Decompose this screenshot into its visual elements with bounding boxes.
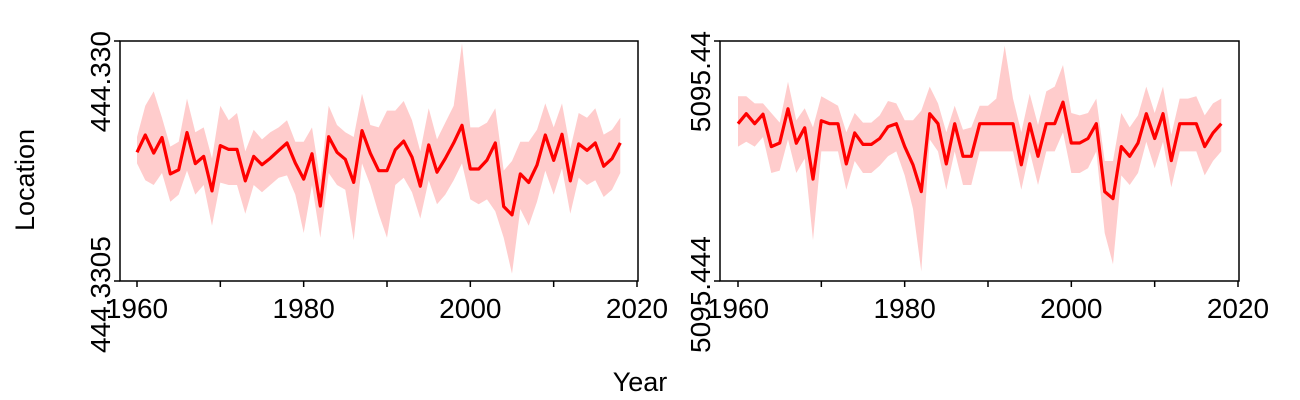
series-line (736, 100, 1223, 201)
x-tick-label: 1980 (273, 293, 335, 324)
y-tick-label: 444.3305 (85, 236, 116, 353)
y-axis-title: Location (10, 129, 40, 231)
x-tick-label: 1960 (707, 293, 769, 324)
x-tick-label: 1960 (106, 293, 168, 324)
y-tick-label: 444.330 (85, 31, 116, 132)
series-line (135, 123, 622, 217)
y-tick-label: 5095.44 (685, 31, 716, 132)
confidence-band (137, 43, 621, 274)
x-tick-label: 2020 (606, 293, 668, 324)
y-tick-label: 5095.444 (685, 236, 716, 353)
x-tick-label: 2000 (439, 293, 501, 324)
plot-frame (719, 40, 1240, 282)
x-tick-label: 2000 (1040, 293, 1102, 324)
x-axis-title: Year (613, 367, 668, 397)
plot-frame (119, 40, 639, 282)
confidence-band (738, 45, 1222, 272)
x-tick-label: 2020 (1207, 293, 1269, 324)
chart-panel-left: 1960 1980 2000 2020 444.330 444.3305 (85, 31, 668, 353)
x-tick-label: 1980 (874, 293, 936, 324)
chart-panel-right: 1960 1980 2000 2020 5095.44 5095.444 (685, 31, 1269, 353)
